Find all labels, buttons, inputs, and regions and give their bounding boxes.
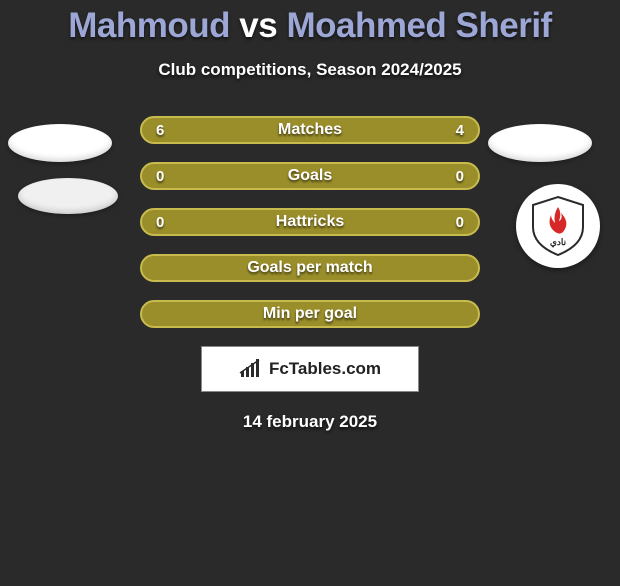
title-vs: vs [239, 6, 277, 45]
title-player1: Mahmoud [68, 6, 230, 45]
stat-right-value: 4 [456, 122, 464, 139]
title-player2: Moahmed Sherif [286, 6, 551, 45]
comparison-infographic: Mahmoud vs Moahmed Sherif Club competiti… [0, 6, 620, 586]
subtitle: Club competitions, Season 2024/2025 [0, 60, 620, 80]
stat-label: Min per goal [263, 305, 357, 323]
bar-chart-icon [239, 359, 263, 379]
stat-left-value: 6 [156, 122, 164, 139]
stat-row-matches: 6 Matches 4 [140, 116, 480, 144]
stat-label: Goals per match [247, 259, 372, 277]
brand-watermark: FcTables.com [201, 346, 419, 392]
stat-left-value: 0 [156, 214, 164, 231]
stat-row-goals-per-match: Goals per match [140, 254, 480, 282]
page-title: Mahmoud vs Moahmed Sherif [0, 6, 620, 46]
stat-label: Goals [288, 167, 332, 185]
stats-list: 6 Matches 4 0 Goals 0 0 Hattricks 0 Goal… [0, 116, 620, 328]
date-text: 14 february 2025 [0, 412, 620, 432]
stat-label: Hattricks [276, 213, 344, 231]
stat-row-goals: 0 Goals 0 [140, 162, 480, 190]
stat-left-value: 0 [156, 168, 164, 185]
brand-text: FcTables.com [269, 359, 381, 379]
stat-label: Matches [278, 121, 342, 139]
stat-row-min-per-goal: Min per goal [140, 300, 480, 328]
stat-right-value: 0 [456, 214, 464, 231]
stat-row-hattricks: 0 Hattricks 0 [140, 208, 480, 236]
stat-right-value: 0 [456, 168, 464, 185]
